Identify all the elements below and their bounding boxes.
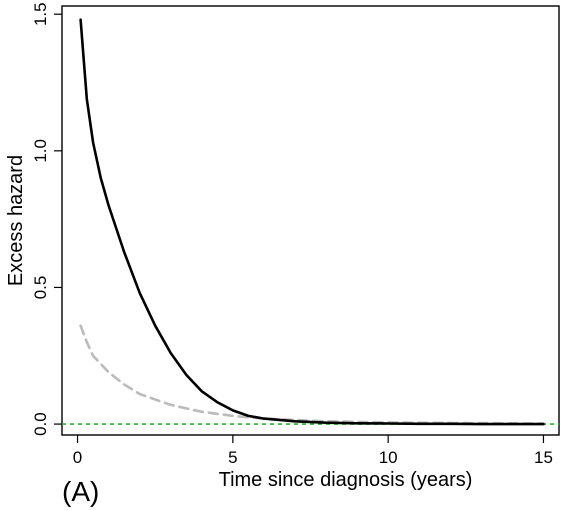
x-tick-label: 0 [73, 448, 82, 467]
x-tick-label: 15 [534, 448, 553, 467]
chart-marks [62, 18, 559, 426]
y-tick-label: 0.5 [31, 276, 50, 300]
series-line-2 [79, 324, 545, 425]
series-line-1 [79, 18, 545, 426]
axis-ticks: 0 5 10 15 0.0 0.5 1.0 1.5 [31, 2, 553, 467]
y-axis-label: Excess hazard [5, 155, 27, 286]
x-tick-label: 10 [379, 448, 398, 467]
panel-label: (A) [62, 476, 99, 507]
y-tick-label: 1.5 [31, 2, 50, 26]
x-tick-label: 5 [228, 448, 237, 467]
x-axis-label: Time since diagnosis (years) [219, 469, 473, 491]
y-tick-label: 0.0 [31, 412, 50, 436]
y-tick-label: 1.0 [31, 139, 50, 163]
plot-frame [61, 5, 560, 436]
